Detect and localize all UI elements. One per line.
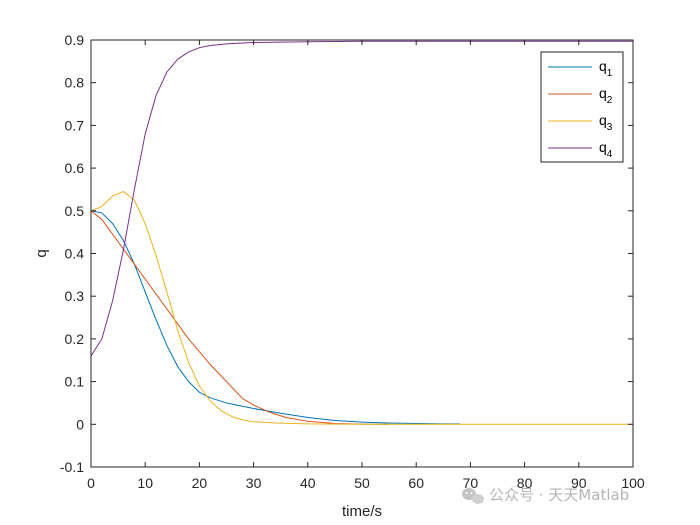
x-axis-label: time/s <box>342 503 382 520</box>
y-tick-label: 0.5 <box>65 203 85 219</box>
series-layer <box>90 40 634 425</box>
series-line-q1 <box>90 210 461 425</box>
x-tick-label: 100 <box>621 475 645 491</box>
x-tick-label: 40 <box>300 475 316 491</box>
y-tick-label: 0.1 <box>65 374 85 390</box>
x-tick-label: 30 <box>246 475 262 491</box>
watermark: 公众号 · 天天Matlab <box>462 486 629 504</box>
y-tick-label: 0.7 <box>65 117 85 133</box>
x-tick-label: 0 <box>87 475 95 491</box>
y-tick-label: 0.2 <box>65 331 85 347</box>
x-tick-label: 60 <box>408 475 424 491</box>
wechat-icon <box>462 488 484 504</box>
legend-label-q1: q1 <box>599 58 613 79</box>
legend-label-q4: q4 <box>599 139 613 160</box>
x-tick-label: 70 <box>463 475 479 491</box>
y-tick-label: 0.6 <box>65 160 85 176</box>
x-tick-label: 20 <box>192 475 208 491</box>
legend-label-q3: q3 <box>599 112 613 133</box>
ticks-layer: 0 10 20 30 40 50 60 70 80 90 100-0.100.10.20.30.40… <box>60 32 645 491</box>
x-tick-label: 50 <box>354 475 370 491</box>
y-tick-label: -0.1 <box>60 459 84 475</box>
x-tick-label: 80 <box>517 475 533 491</box>
legend-label-q2: q2 <box>599 85 613 106</box>
series-line-q2 <box>90 210 390 425</box>
series-line-q4 <box>90 40 634 357</box>
y-tick-label: 0.9 <box>65 32 85 48</box>
y-tick-label: 0.8 <box>65 75 85 91</box>
y-axis-label: q <box>33 249 50 257</box>
legend-box <box>540 51 624 163</box>
watermark-text: 公众号 · 天天Matlab <box>489 486 629 504</box>
y-tick-label: 0.4 <box>65 246 85 262</box>
y-tick-label: 0 <box>76 416 84 432</box>
y-tick-label: 0.3 <box>65 288 85 304</box>
legend: q1 q2 q3 q4 <box>540 51 624 163</box>
x-tick-label: 10 <box>137 475 153 491</box>
x-tick-label: 90 <box>571 475 587 491</box>
